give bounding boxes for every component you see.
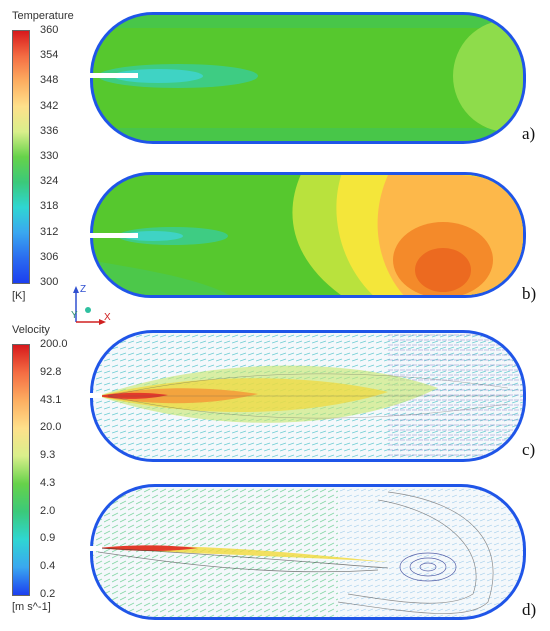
temperature-legend-title: Temperature [12,10,74,22]
temperature-tick-label: 324 [40,175,59,188]
temperature-contour-panel-b [88,172,526,298]
velocity-tick-label: 92.8 [40,365,62,378]
temperature-tick-label: 342 [40,99,59,112]
temperature-contour-panel-a [88,12,526,144]
temperature-tick-label: 354 [40,49,59,62]
temperature-colorbar [12,30,30,284]
axis-y-label: Y [71,310,78,321]
velocity-legend-title: Velocity [12,324,50,336]
velocity-tick-label: 9.3 [40,449,56,462]
velocity-tick-label: 4.3 [40,476,56,489]
temperature-tick-label: 348 [40,74,59,87]
temperature-unit: [K] [12,290,26,302]
temperature-tick-label: 330 [40,150,59,162]
panel-label-d: d) [522,600,537,619]
temperature-tick-label: 318 [40,200,59,213]
velocity-tick-label: 0.9 [40,532,56,545]
axes-triad: Z Y X [71,284,111,325]
velocity-tick-label: 0.4 [40,560,56,573]
panel-label-b: b) [522,284,537,303]
velocity-tick-label: 20.0 [40,421,62,434]
panel-label-c: c) [522,440,536,459]
panel-label-a: a) [522,124,536,143]
velocity-tick-label: 43.1 [40,393,62,406]
temperature-tick-label: 312 [40,225,59,238]
velocity-tick-label: 0.2 [40,588,56,600]
velocity-tick-label: 2.0 [40,504,56,517]
temperature-tick-label: 300 [40,276,59,288]
velocity-tick-label: 200.0 [40,338,68,350]
temperature-tick-label: 360 [40,24,59,36]
velocity-colorbar [12,344,30,596]
axis-x-label: X [104,312,111,323]
velocity-vector-panel-d [88,484,526,620]
velocity-vector-panel-c [88,330,526,462]
temperature-tick-label: 336 [40,124,59,137]
velocity-unit: [m s^-1] [12,601,51,613]
temperature-tick-label: 306 [40,250,59,263]
axis-z-label: Z [80,284,86,295]
